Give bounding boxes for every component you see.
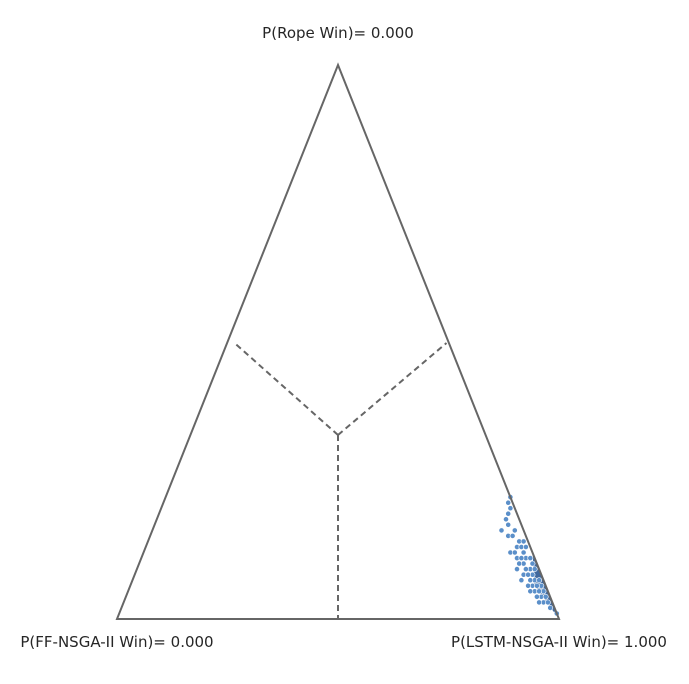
scatter-point xyxy=(527,577,534,584)
scatter-point xyxy=(536,588,542,595)
scatter-point xyxy=(525,571,531,578)
scatter-point xyxy=(505,521,512,528)
scatter-points xyxy=(498,494,560,617)
scatter-point xyxy=(529,560,536,567)
scatter-point xyxy=(505,510,512,517)
scatter-point xyxy=(498,527,505,534)
scatter-point xyxy=(542,593,549,600)
scatter-point xyxy=(516,560,523,567)
scatter-point xyxy=(518,577,525,584)
vertex-label-top: P(Rope Win)= 0.000 xyxy=(262,24,414,42)
scatter-point xyxy=(534,593,540,600)
vertex-label-right: P(LSTM-NSGA-II Win)= 1.000 xyxy=(451,633,667,651)
vertex-label-left: P(FF-NSGA-II Win)= 0.000 xyxy=(20,633,213,651)
scatter-point xyxy=(545,599,551,606)
scatter-point xyxy=(520,549,527,556)
scatter-point xyxy=(523,544,529,550)
divider-right xyxy=(337,342,448,436)
scatter-point xyxy=(509,533,516,539)
scatter-point xyxy=(514,566,520,572)
scatter-point xyxy=(511,527,518,534)
scatter-point xyxy=(518,555,525,561)
scatter-point xyxy=(534,582,540,589)
scatter-point xyxy=(547,605,554,611)
divider-left xyxy=(233,342,339,436)
scatter-point xyxy=(531,566,538,572)
scatter-point xyxy=(503,516,509,523)
region-dividers xyxy=(233,342,448,619)
simplex-outline xyxy=(115,62,561,620)
scatter-point xyxy=(523,566,529,572)
scatter-point xyxy=(527,555,534,561)
scatter-point xyxy=(527,588,534,595)
scatter-point xyxy=(511,549,518,556)
scatter-point xyxy=(536,577,542,584)
scatter-point xyxy=(520,538,527,545)
scatter-point xyxy=(536,599,542,606)
scatter-point xyxy=(507,505,514,512)
scatter-point xyxy=(525,582,531,589)
scatter-point xyxy=(505,499,512,506)
